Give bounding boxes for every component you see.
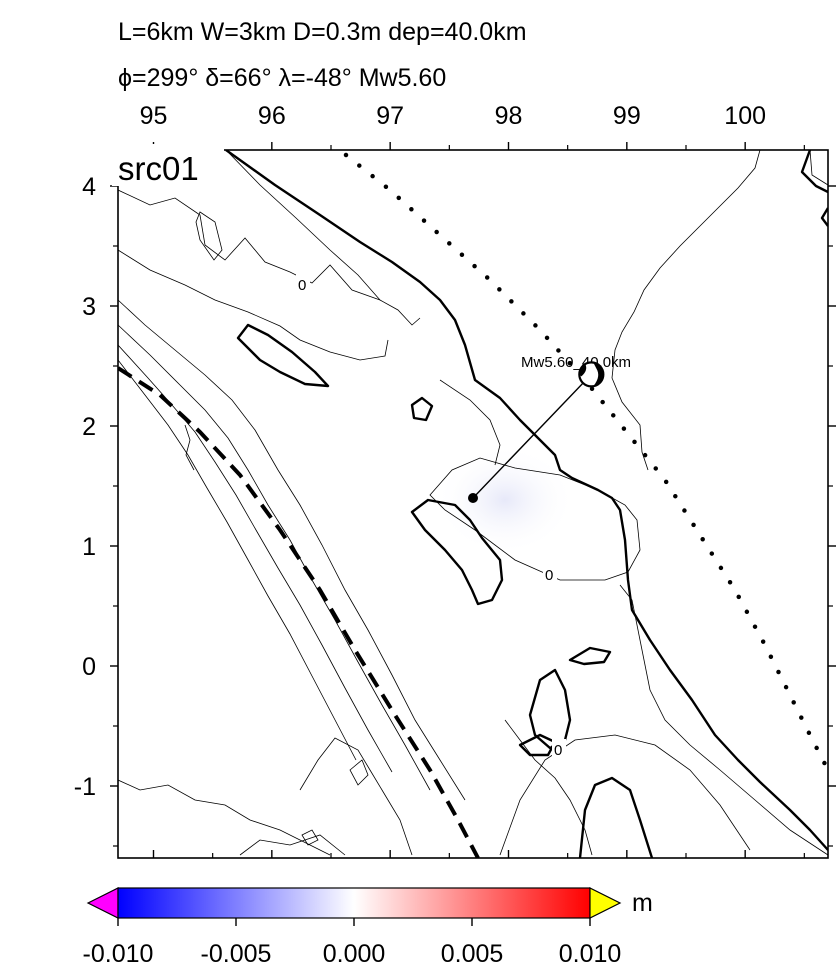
y-tick-label: 4 — [82, 173, 96, 201]
x-axis: 95 96 97 98 99 100 — [140, 102, 805, 858]
colorbar-unit: m — [632, 889, 653, 917]
map-frame — [117, 149, 829, 859]
x-tick-label: 98 — [495, 102, 523, 130]
x-tick-label: 99 — [613, 102, 641, 130]
colorbar-tick-label: -0.005 — [201, 940, 272, 968]
deformation-field — [435, 445, 575, 555]
colorbar: m -0.010 -0.005 0.000 0.005 0.010 — [83, 887, 653, 968]
y-tick-label: -1 — [74, 773, 96, 801]
focal-mechanism-beachball[interactable] — [578, 361, 605, 388]
map-title-line2: ϕ=299° δ=66° λ=-48° Mw5.60 — [118, 64, 447, 92]
colorbar-scale — [117, 887, 591, 919]
colorbar-tick-label: 0.000 — [323, 940, 386, 968]
contour-label-bg — [552, 739, 566, 757]
y-tick-label: 1 — [82, 533, 96, 561]
x-tick-label: 97 — [376, 102, 404, 130]
x-tick-label: 96 — [258, 102, 286, 130]
y-tick-label: 3 — [82, 293, 96, 321]
epicenter-marker[interactable] — [468, 493, 478, 503]
y-tick-label: 2 — [82, 413, 96, 441]
panel-label-bg — [112, 144, 224, 186]
contour-label-2: 0 — [545, 567, 553, 584]
map-content: 0 0 0 Mw5.60_40.0km — [118, 150, 828, 858]
colorbar-tick-label: -0.010 — [83, 940, 154, 968]
trench-line — [118, 366, 480, 858]
dotted-boundary — [343, 152, 828, 773]
x-tick-label: 95 — [140, 102, 168, 130]
colorbar-high-overflow — [589, 887, 622, 919]
x-tick-label: 100 — [724, 102, 766, 130]
panel-label: src01 — [118, 150, 199, 187]
y-axis: 4 3 2 1 0 -1 — [74, 173, 836, 847]
contour-label-bg — [543, 564, 557, 582]
contour-label-3: 0 — [554, 742, 562, 759]
map-title-line1: L=6km W=3km D=0.3m dep=40.0km — [118, 18, 527, 46]
colorbar-tick-label: 0.005 — [441, 940, 504, 968]
colorbar-tick-label: 0.010 — [559, 940, 622, 968]
colorbar-ticks: -0.010 -0.005 0.000 0.005 0.010 — [83, 918, 622, 968]
y-tick-label: 0 — [82, 653, 96, 681]
epicenter-connector-line — [472, 373, 592, 499]
contour-label-1: 0 — [298, 277, 306, 294]
event-label: Mw5.60_40.0km — [521, 354, 631, 371]
colorbar-low-overflow — [86, 887, 119, 919]
contour-label-bg — [296, 274, 310, 292]
